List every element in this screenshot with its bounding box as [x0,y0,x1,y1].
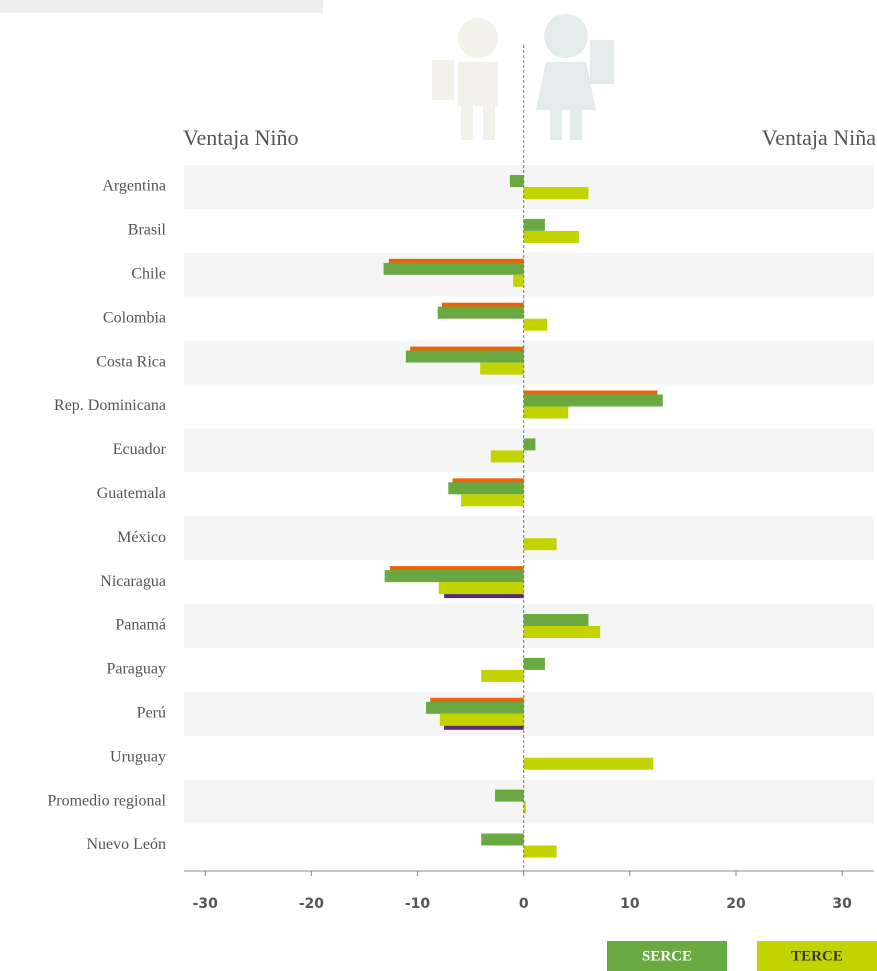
right-label: Ventaja Niña [762,125,876,150]
bar [513,274,524,287]
bar [509,175,524,187]
bar [495,789,524,802]
bar [523,757,654,770]
header-bar [0,0,323,13]
bar [439,713,524,726]
bar [384,570,524,583]
category-label: Colombia [103,309,166,326]
x-tick-label: 10 [620,896,640,912]
boy-icon [432,18,498,140]
category-label: Chile [131,265,166,282]
bar [437,306,524,319]
category-label: Nicaragua [100,573,166,590]
row-stripe [184,340,874,385]
bar [523,538,557,551]
legend-swatch [757,941,877,971]
category-label: Ecuador [113,441,167,458]
category-label: Paraguay [106,661,166,678]
legend-label: TERCE [791,948,843,964]
x-tick-label: 0 [519,896,529,912]
bar [481,833,524,846]
bar [448,482,524,495]
x-tick-label: 30 [832,896,852,912]
bar [523,218,545,231]
bar [523,626,601,638]
x-tick-label: -30 [193,896,219,912]
category-label: Guatemala [97,485,166,502]
category-label: Argentina [102,178,166,195]
bar [523,657,545,670]
bar [441,302,524,308]
bar [523,438,536,451]
legend-swatch [607,941,727,971]
category-label: Rep. Dominicana [54,397,166,414]
category-label: Costa Rica [96,353,166,370]
bar [490,450,524,463]
row-stripe [184,691,874,736]
bar [389,566,524,572]
bar [383,262,524,275]
bar [480,362,524,375]
bar [410,346,524,352]
category-label: Panamá [115,617,166,634]
bar [461,494,524,507]
bar [444,594,524,599]
bar [523,187,589,199]
row-stripe [184,252,874,297]
row-stripe [184,779,874,824]
category-label: Perú [137,704,166,721]
x-tick-label: 20 [726,896,746,912]
bar [523,230,579,243]
bar [426,701,524,714]
bar [523,614,589,626]
bar [444,725,524,730]
girl-icon [536,14,614,140]
bar [523,801,526,814]
category-label: Promedio regional [47,792,166,809]
bar [523,406,569,419]
legend-label: SERCE [642,948,692,964]
category-label: Brasil [128,222,167,239]
row-stripe [184,428,874,473]
bar [523,845,557,858]
x-tick-label: -20 [299,896,325,912]
x-tick-label: -10 [405,896,431,912]
category-label: Nuevo León [86,836,166,853]
bar [523,318,548,331]
bar [430,697,524,703]
bar [523,390,658,396]
bar [438,582,524,595]
category-label: Uruguay [110,748,166,765]
bar [481,669,524,682]
left-label: Ventaja Niño [183,125,298,150]
category-label: México [117,529,166,546]
bar [405,350,524,363]
bar [523,394,663,407]
bar [452,478,524,484]
bar [388,258,524,264]
